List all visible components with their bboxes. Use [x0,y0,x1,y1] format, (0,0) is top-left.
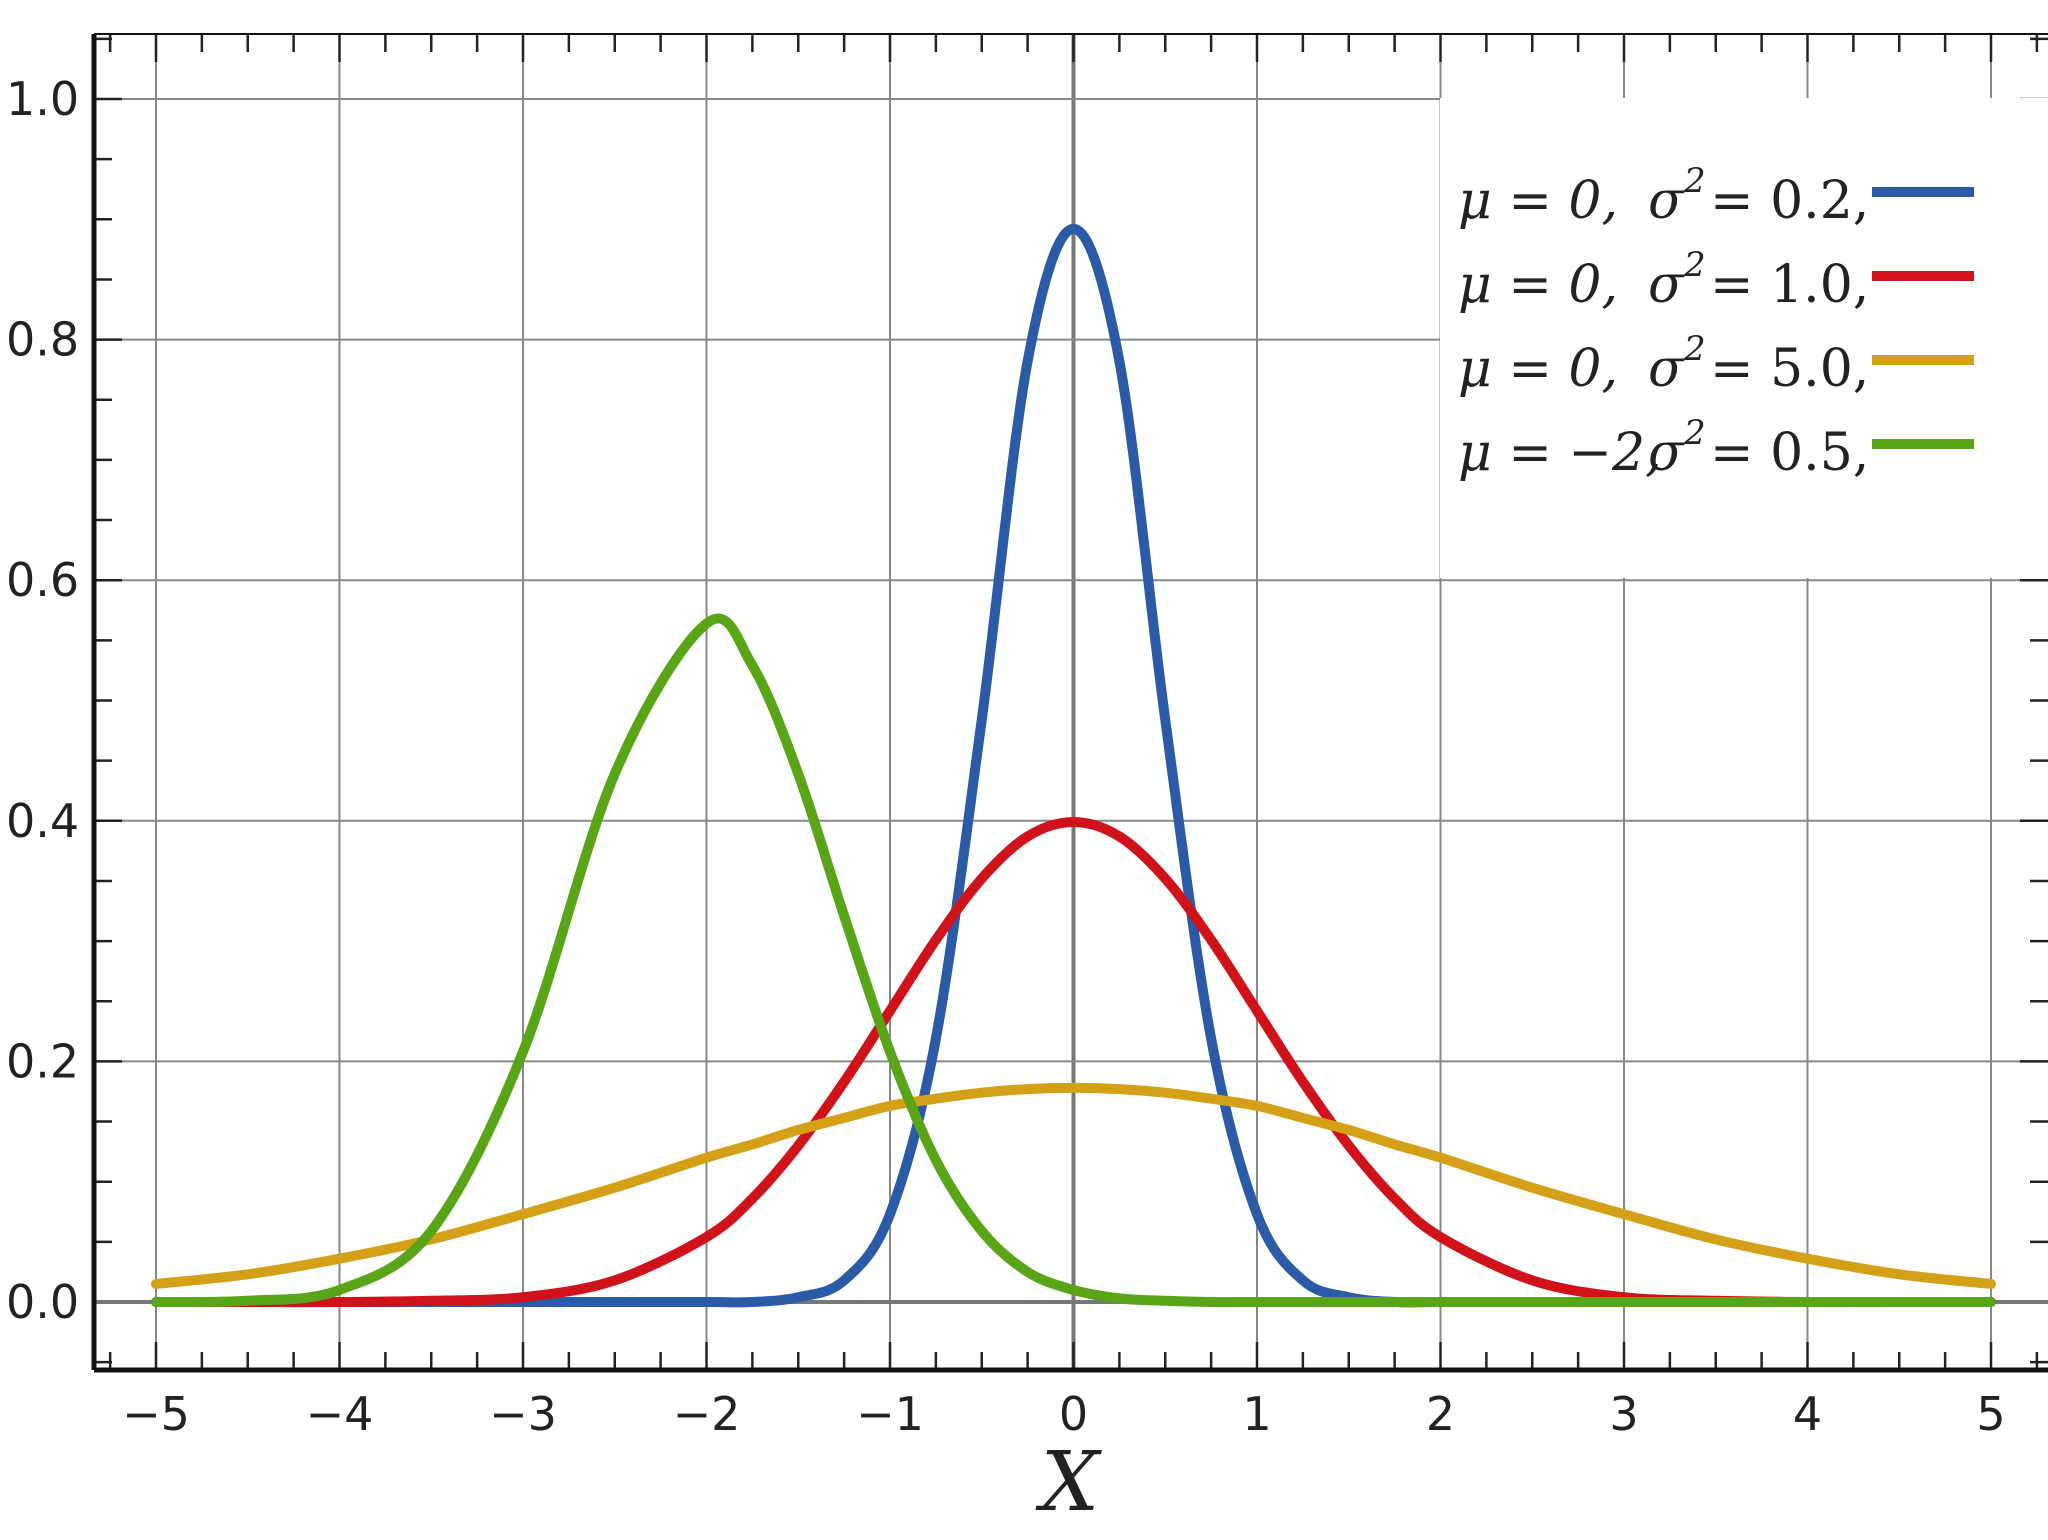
legend-sigma-label: σ [1648,423,1685,483]
y-tick-label: 0.4 [6,794,79,848]
x-tick-label: 0 [1059,1387,1088,1441]
legend-mu-label: μ = 0, [1458,255,1618,315]
series-line-2 [151,817,1996,1308]
x-tick-label: 3 [1609,1387,1638,1441]
series-line-3 [151,1082,1996,1289]
y-tick-label: 0.8 [6,313,79,367]
y-tick-label: 1.0 [6,72,79,126]
legend-sigma-exponent: 2 [1683,161,1706,201]
x-tick-label: −4 [306,1387,374,1441]
legend-sigma-label: σ [1648,171,1685,231]
series-layer [151,223,1996,1308]
x-tick-label: 5 [1976,1387,2005,1441]
x-tick-label: −5 [122,1387,190,1441]
x-tick-label: −1 [856,1387,924,1441]
legend-value-label: = 1.0, [1710,255,1869,315]
plot-frame [91,33,2048,1373]
legend-sigma-label: σ [1648,339,1685,399]
x-tick-label: −2 [673,1387,741,1441]
x-tick-label: −3 [489,1387,557,1441]
x-tick-label: 1 [1242,1387,1271,1441]
legend-mu-label: μ = 0, [1458,171,1618,231]
legend-sigma-label: σ [1648,255,1685,315]
legend-sigma-exponent: 2 [1683,245,1706,285]
legend-box [1440,98,2048,578]
legend: μ = 0, σ 2 = 0.2,μ = 0, σ 2 = 1.0,μ = 0, σ 2 = 5.… [1440,98,2048,578]
legend-value-label: = 0.2, [1710,171,1869,231]
series-line-4 [151,613,1996,1308]
legend-sigma-exponent: 2 [1683,413,1706,453]
x-tick-label: 2 [1426,1387,1455,1441]
legend-entry: μ = 0, σ 2 = 0.2, [1458,161,1974,231]
y-tick-label: 0.0 [6,1275,79,1329]
tick-label-layer: −5 −4 −3 −2 −1 0 1 2 3 4 5 0.0 0.2 0.4 0.6 0.8 1.0 [6,72,2006,1441]
x-axis-label: X [1035,1435,1103,1530]
legend-entry: μ = −2,σ 2 = 0.5, [1458,413,1974,483]
legend-entry: μ = 0, σ 2 = 1.0, [1458,245,1974,315]
y-tick-label: 0.6 [6,553,79,607]
legend-value-label: = 0.5, [1710,423,1869,483]
legend-mu-label: μ = 0, [1458,339,1618,399]
legend-sigma-exponent: 2 [1683,329,1706,369]
x-tick-label: 4 [1793,1387,1822,1441]
legend-entry: μ = 0, σ 2 = 5.0, [1458,329,1974,399]
y-tick-label: 0.2 [6,1034,79,1088]
legend-mu-label: μ = −2, [1458,423,1662,483]
legend-value-label: = 5.0, [1710,339,1869,399]
